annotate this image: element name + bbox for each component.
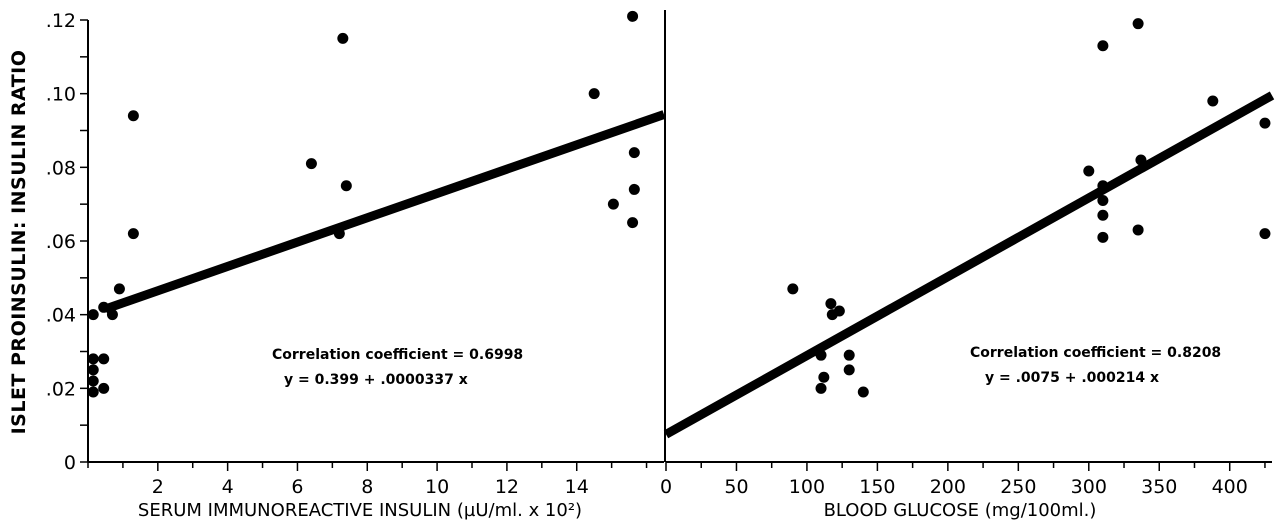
x-tick-label-glucose: 100 — [789, 476, 825, 498]
data-point-glucose — [818, 371, 830, 383]
data-point-insulin — [628, 183, 640, 195]
x-tick-label-glucose: 0 — [660, 476, 672, 498]
regression-line-glucose — [663, 91, 1275, 439]
data-point-insulin — [588, 88, 600, 100]
data-point-glucose — [1132, 224, 1144, 236]
data-point-insulin — [98, 353, 110, 365]
data-point-insulin — [628, 147, 640, 159]
glucose-panel: 0 50 100 150 200 250 300 350 400 — [660, 18, 1275, 498]
x-tick-label-glucose: 200 — [930, 476, 966, 498]
x-tick-label-glucose: 50 — [724, 476, 748, 498]
y-tick-label: .12 — [46, 10, 76, 32]
data-point-insulin — [340, 180, 352, 192]
correlation-annotation-insulin: Correlation coefficient = 0.6998 — [272, 347, 523, 363]
data-point-insulin — [305, 158, 317, 170]
y-tick-label: .02 — [46, 378, 76, 400]
data-point-insulin — [106, 309, 118, 321]
x-tick-label-glucose: 350 — [1141, 476, 1177, 498]
data-point-glucose — [843, 364, 855, 376]
data-point-glucose — [815, 349, 827, 361]
data-point-glucose — [1097, 209, 1109, 221]
x-axis-title-insulin: SERUM IMMUNOREACTIVE INSULIN (µU/ml. x 1… — [138, 500, 582, 521]
data-point-insulin — [127, 228, 139, 240]
equation-annotation-glucose: y = .0075 + .000214 x — [985, 370, 1159, 386]
data-point-glucose — [1083, 165, 1095, 177]
data-point-insulin — [113, 283, 125, 295]
data-point-insulin — [98, 301, 110, 313]
insulin-panel: 2 4 6 8 10 12 14 0 .02 .04 .06 .08 .10 .12 — [46, 10, 666, 498]
y-tick-label: .08 — [46, 157, 76, 179]
data-point-glucose — [1132, 18, 1144, 30]
data-point-insulin — [333, 228, 345, 240]
x-tick-label-glucose: 400 — [1212, 476, 1248, 498]
y-axis-title: ISLET PROINSULIN: INSULIN RATIO — [8, 50, 30, 435]
data-point-insulin — [87, 386, 99, 398]
data-point-insulin — [627, 217, 639, 229]
x-tick-label-insulin: 12 — [495, 476, 519, 498]
x-tick-label-insulin: 6 — [291, 476, 303, 498]
y-tick-label: .10 — [46, 84, 76, 106]
x-axis-title-glucose: BLOOD GLUCOSE (mg/100ml.) — [824, 500, 1097, 521]
x-tick-label-glucose: 150 — [859, 476, 895, 498]
data-point-glucose — [1135, 154, 1147, 166]
correlation-annotation-glucose: Correlation coefficient = 0.8208 — [970, 345, 1221, 361]
x-tick-label-glucose: 250 — [1000, 476, 1036, 498]
equation-annotation-insulin: y = 0.399 + .0000337 x — [284, 372, 468, 388]
x-tick-label-insulin: 4 — [222, 476, 234, 498]
data-point-insulin — [337, 32, 349, 44]
data-point-glucose — [825, 298, 837, 310]
data-point-insulin — [127, 110, 139, 122]
x-tick-label-insulin: 8 — [361, 476, 373, 498]
x-tick-label-insulin: 10 — [425, 476, 449, 498]
data-point-insulin — [627, 10, 639, 22]
data-point-glucose — [1259, 228, 1271, 240]
data-point-glucose — [843, 349, 855, 361]
x-tick-label-insulin: 14 — [565, 476, 589, 498]
y-tick-label: .04 — [46, 305, 76, 327]
data-point-glucose — [1207, 95, 1219, 107]
x-tick-label-glucose: 300 — [1071, 476, 1107, 498]
data-point-glucose — [1097, 40, 1109, 52]
data-point-insulin — [607, 198, 619, 210]
data-point-glucose — [1097, 231, 1109, 243]
data-point-glucose — [1259, 117, 1271, 129]
data-point-insulin — [87, 364, 99, 376]
data-point-insulin — [87, 353, 99, 365]
y-tick-label: 0 — [64, 452, 76, 474]
y-tick-label: .06 — [46, 231, 76, 253]
data-point-insulin — [87, 309, 99, 321]
data-point-glucose — [1097, 194, 1109, 206]
data-point-glucose — [815, 382, 827, 394]
data-point-insulin — [87, 375, 99, 387]
data-point-insulin — [98, 382, 110, 394]
data-point-glucose — [1097, 180, 1109, 192]
data-point-glucose — [833, 305, 845, 317]
data-point-glucose — [857, 386, 869, 398]
x-tick-label-insulin: 2 — [152, 476, 164, 498]
data-point-glucose — [787, 283, 799, 295]
regression-line-insulin — [103, 110, 666, 314]
